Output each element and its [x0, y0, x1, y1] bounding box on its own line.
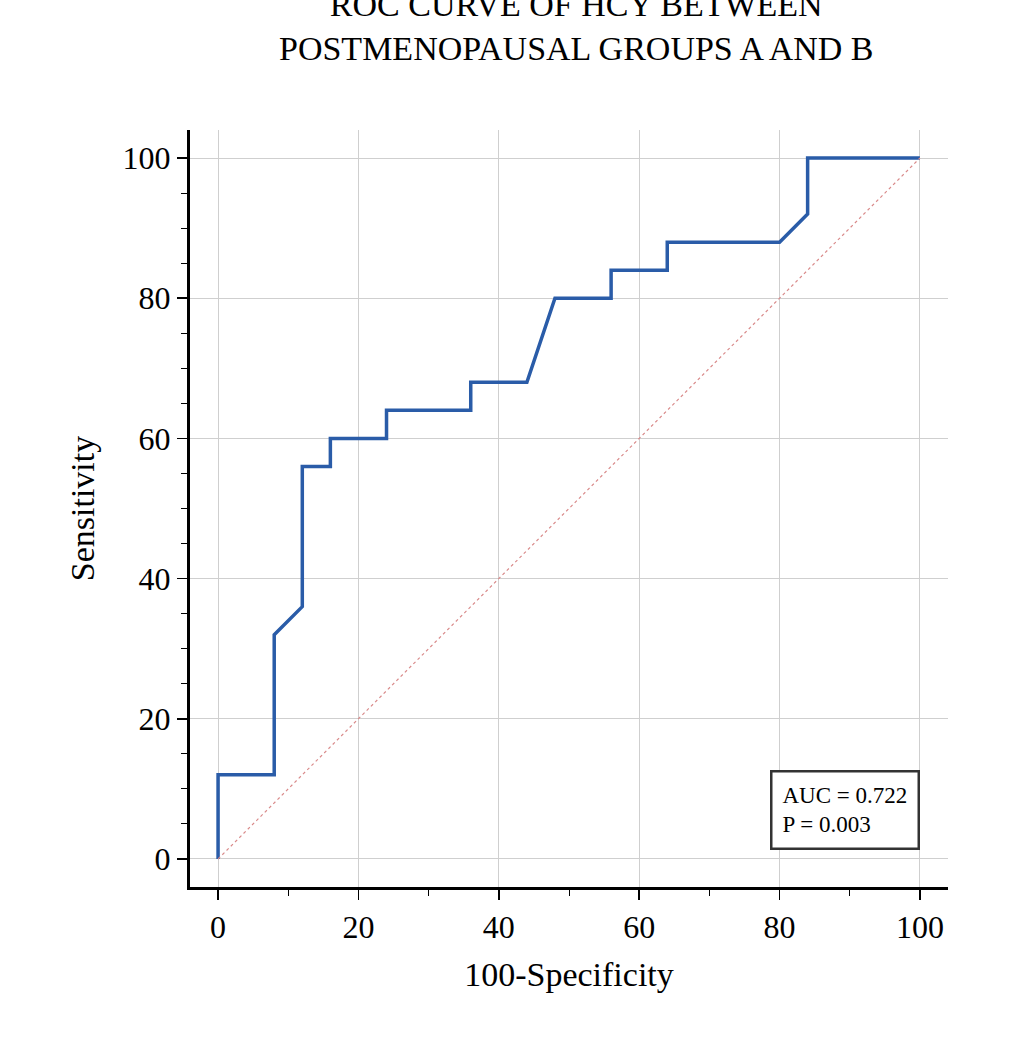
svg-text:60: 60 [623, 909, 655, 945]
svg-text:0: 0 [155, 841, 171, 877]
svg-text:100: 100 [896, 909, 944, 945]
svg-text:80: 80 [764, 909, 796, 945]
svg-text:40: 40 [139, 561, 171, 597]
svg-text:80: 80 [139, 280, 171, 316]
svg-text:0: 0 [210, 909, 226, 945]
svg-text:AUC = 0.722P = 0.003: AUC = 0.722P = 0.003 [783, 783, 908, 838]
svg-text:20: 20 [342, 909, 374, 945]
svg-text:Sensitivity: Sensitivity [64, 436, 101, 581]
svg-text:100: 100 [123, 140, 171, 176]
svg-text:20: 20 [139, 701, 171, 737]
svg-text:60: 60 [139, 421, 171, 457]
svg-text:ROC CURVE OF HCY BETWEENPOSTME: ROC CURVE OF HCY BETWEENPOSTMENOPAUSAL G… [279, 0, 874, 67]
svg-text:100-Specificity: 100-Specificity [464, 956, 674, 993]
svg-text:40: 40 [483, 909, 515, 945]
